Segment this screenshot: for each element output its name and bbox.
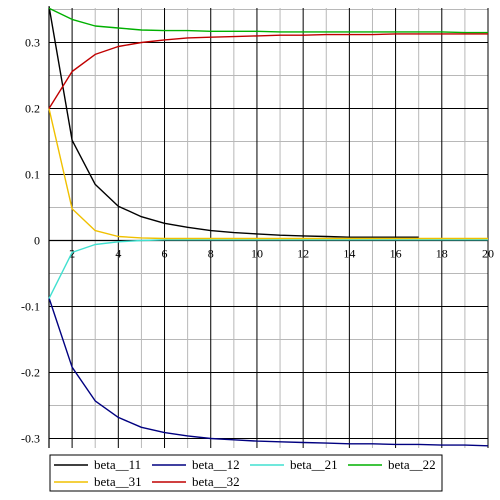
- x-tick-label: 20: [482, 247, 494, 261]
- x-tick-label: 12: [297, 247, 309, 261]
- legend-label: beta__21: [290, 457, 338, 472]
- minor-gridlines: [49, 8, 488, 448]
- x-tick-label: 16: [390, 247, 402, 261]
- x-tick-label: 18: [436, 247, 448, 261]
- series-line-beta-31: [48, 108, 488, 240]
- legend-box: [49, 454, 443, 492]
- legend-label: beta__11: [94, 457, 141, 472]
- y-tick-label: -0.2: [21, 366, 40, 380]
- series-line-beta-12: [48, 297, 489, 447]
- x-tick-label: 10: [251, 247, 263, 261]
- legend-label: beta__22: [388, 457, 436, 472]
- tick-labels: 2 4 6 8 10 12 14 16 18 200.30.20.10-0.1-0.2-0.3: [21, 36, 494, 446]
- legend-label: beta__12: [192, 457, 240, 472]
- series-line-beta-32: [48, 33, 488, 109]
- legend-label: beta__32: [192, 474, 240, 489]
- y-tick-label: 0.1: [25, 168, 40, 182]
- series-line-beta-21: [48, 239, 488, 299]
- x-tick-label: 6: [162, 247, 168, 261]
- y-tick-label: -0.3: [21, 432, 40, 446]
- series-line-beta-22: [48, 7, 488, 34]
- legend: beta__11 beta__12 beta__21 beta__22 beta__31…: [49, 454, 443, 492]
- y-tick-label: 0: [34, 234, 40, 248]
- y-tick-label: 0.2: [25, 102, 40, 116]
- x-tick-label: 14: [343, 247, 355, 261]
- major-gridlines: [49, 8, 489, 448]
- y-tick-label: 0.3: [25, 36, 40, 50]
- series-line-beta-11: [48, 6, 419, 238]
- y-tick-label: -0.1: [21, 300, 40, 314]
- series-lines: [48, 6, 489, 447]
- legend-label: beta__31: [94, 474, 142, 489]
- x-tick-label: 8: [208, 247, 214, 261]
- x-tick-label: 4: [115, 247, 121, 261]
